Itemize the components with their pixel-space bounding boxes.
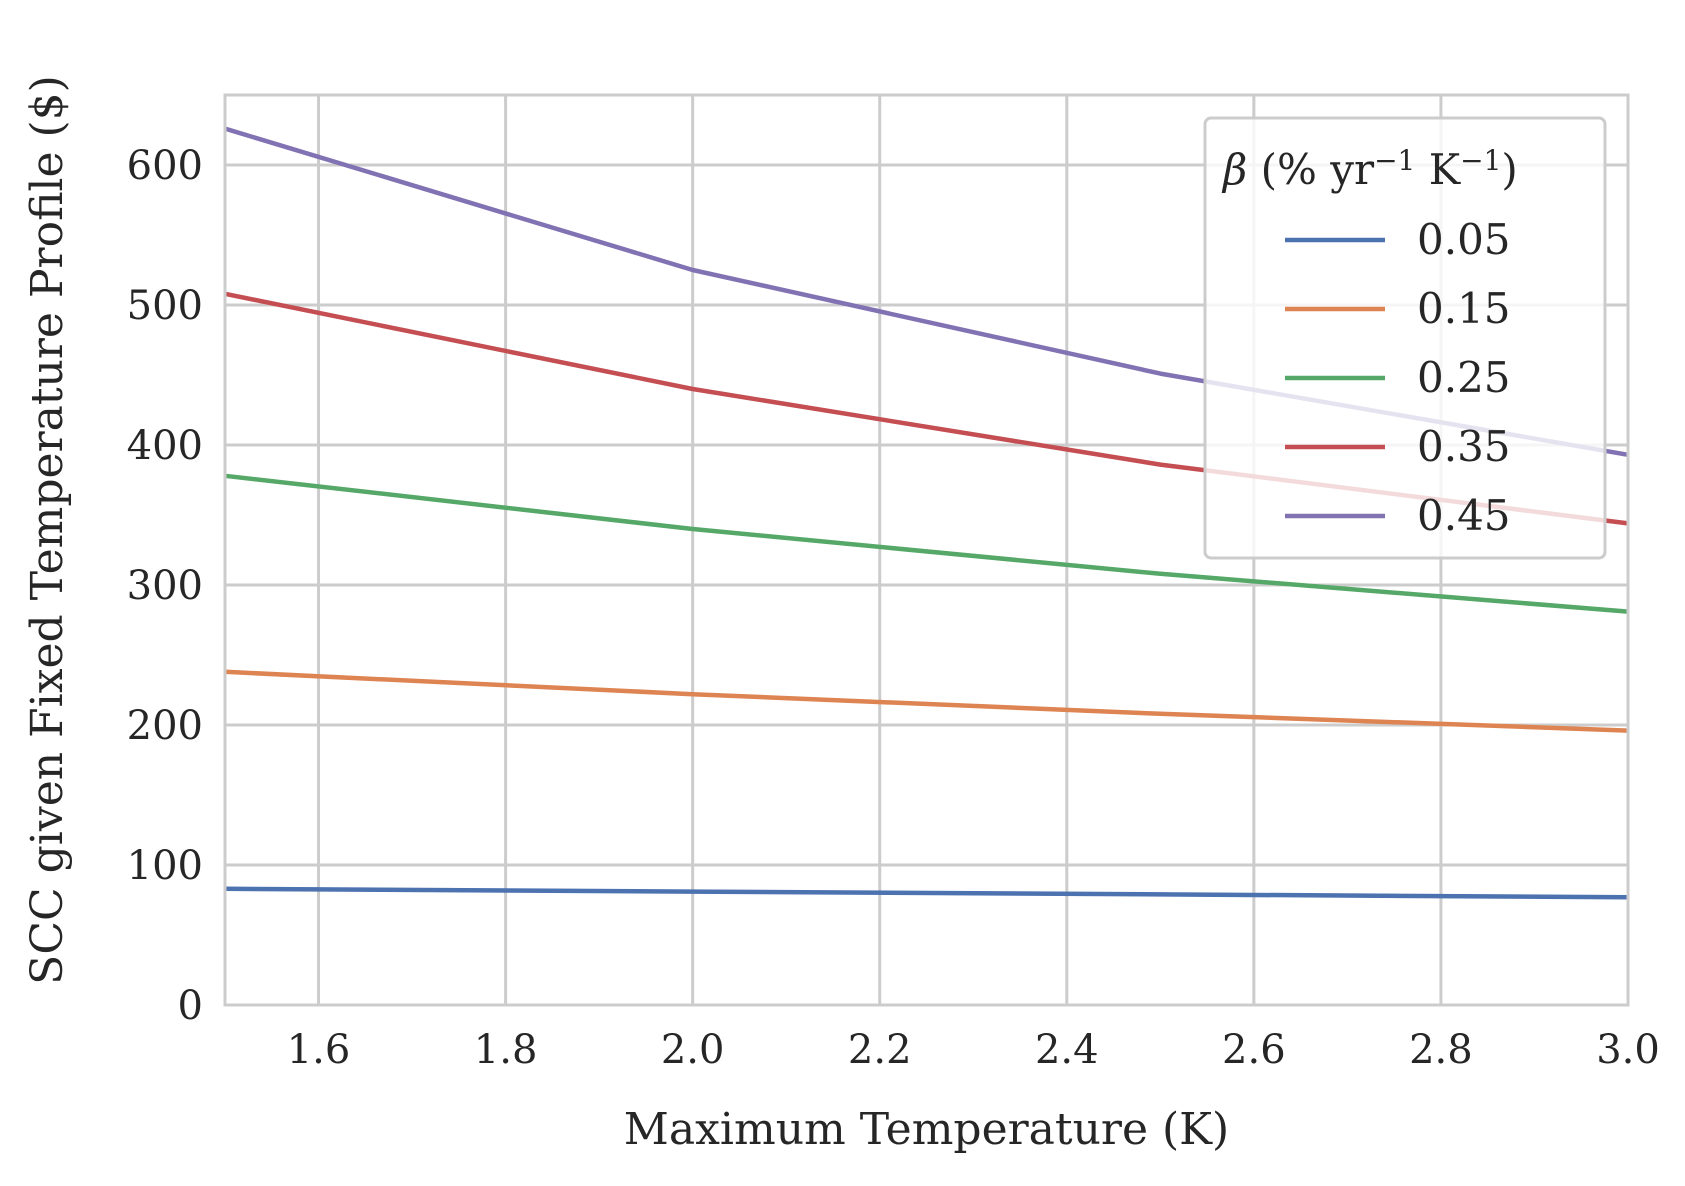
tick-labels: 1.6 1.8 2.0 2.2 2.4 2.6 2.8 3.0 0 100 200 300 400 500… — [127, 143, 1660, 1073]
x-tick-label: 3.0 — [1596, 1027, 1660, 1073]
legend-title: β (% yr−1 K−1) — [1221, 144, 1518, 194]
legend-label: 0.15 — [1417, 284, 1511, 333]
y-tick-label: 100 — [127, 843, 203, 889]
legend-label: 0.05 — [1417, 215, 1511, 264]
x-axis-label: Maximum Temperature (K) — [624, 1104, 1229, 1155]
legend-title-open: (% yr — [1247, 145, 1375, 194]
legend-title-mid: K — [1415, 145, 1461, 194]
y-tick-label: 0 — [178, 983, 203, 1029]
y-tick-label: 400 — [127, 423, 203, 469]
legend-label: 0.45 — [1417, 491, 1511, 540]
legend-title-exp2: −1 — [1460, 144, 1501, 177]
series-line-0.05 — [224, 886, 1629, 900]
legend-label: 0.25 — [1417, 353, 1511, 402]
x-tick-label: 2.2 — [848, 1027, 912, 1073]
y-tick-label: 300 — [127, 563, 203, 609]
x-tick-label: 1.8 — [474, 1027, 538, 1073]
plot-frame — [223, 93, 1630, 1007]
legend: β (% yr−1 K−1) 0.050.150.250.350.45 — [1203, 116, 1607, 560]
series-line-0.25 — [224, 473, 1629, 614]
x-tick-label: 2.0 — [661, 1027, 725, 1073]
legend-title-close: ) — [1501, 145, 1517, 194]
series-line-0.15 — [224, 669, 1629, 733]
y-tick-label: 500 — [127, 283, 203, 329]
x-tick-label: 2.6 — [1222, 1027, 1286, 1073]
legend-title-exp1: −1 — [1374, 144, 1415, 177]
legend-items: 0.05 0.15 0.25 0.35 0.45 — [1285, 215, 1511, 540]
y-axis-label: SCC given Fixed Temperature Profile ($) — [22, 75, 73, 985]
legend-label: 0.35 — [1417, 422, 1511, 471]
legend-title-symbol: β — [1221, 145, 1247, 194]
x-tick-label: 2.4 — [1035, 1027, 1099, 1073]
y-tick-label: 200 — [127, 703, 203, 749]
y-tick-label: 600 — [127, 143, 203, 189]
x-tick-label: 2.8 — [1409, 1027, 1473, 1073]
x-tick-label: 1.6 — [287, 1027, 351, 1073]
